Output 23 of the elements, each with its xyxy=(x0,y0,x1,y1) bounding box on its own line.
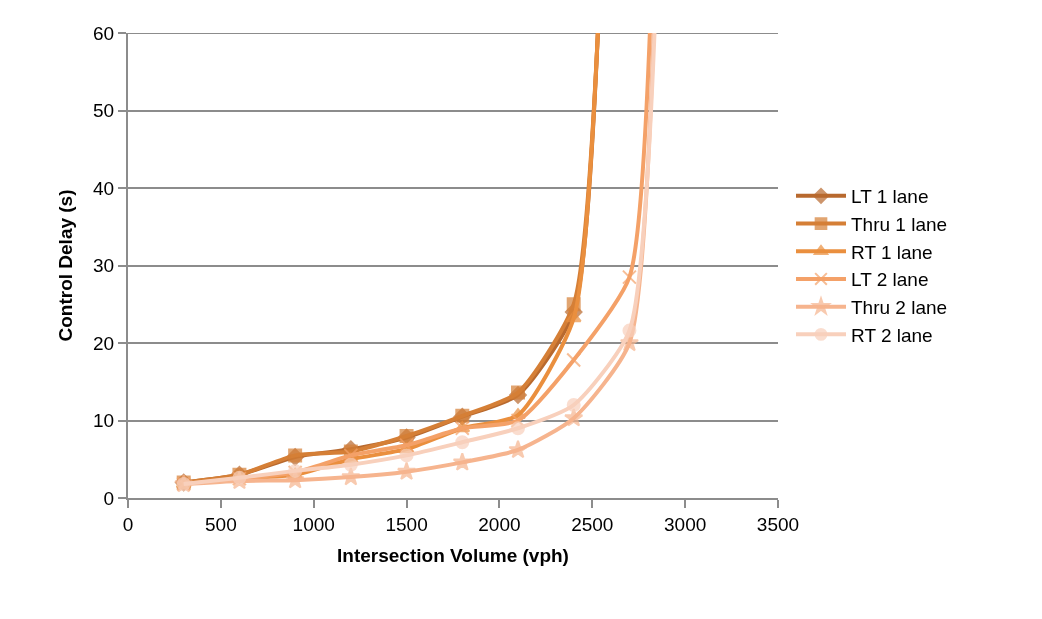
x-tick-label: 2500 xyxy=(571,513,614,535)
y-tick-label: 20 xyxy=(93,332,115,354)
y-tick-label: 30 xyxy=(93,255,115,277)
x-tick-label: 0 xyxy=(122,513,134,535)
y-axis-title: Control Delay (s) xyxy=(55,189,77,342)
x-axis-title: Intersection Volume (vph) xyxy=(337,545,569,567)
legend-label: LT 1 lane xyxy=(851,186,929,208)
legend-label: Thru 2 lane xyxy=(851,297,948,319)
x-tick-label: 500 xyxy=(205,513,237,535)
y-tick-label: 40 xyxy=(93,177,115,199)
y-tick-label: 50 xyxy=(93,100,115,122)
legend-label: RT 1 lane xyxy=(851,241,933,263)
x-tick-label: 1000 xyxy=(292,513,335,535)
legend-label: Thru 1 lane xyxy=(851,213,948,235)
legend-label: LT 2 lane xyxy=(851,269,929,291)
y-tick-label: 60 xyxy=(93,22,115,44)
x-tick-label: 3000 xyxy=(664,513,707,535)
x-tick-label: 3500 xyxy=(756,513,800,535)
x-tick-label: 1500 xyxy=(385,513,428,535)
legend-label: RT 2 lane xyxy=(851,324,933,346)
y-tick-label: 0 xyxy=(103,487,115,509)
x-tick-label: 2000 xyxy=(478,513,521,535)
y-tick-label: 10 xyxy=(93,410,115,432)
